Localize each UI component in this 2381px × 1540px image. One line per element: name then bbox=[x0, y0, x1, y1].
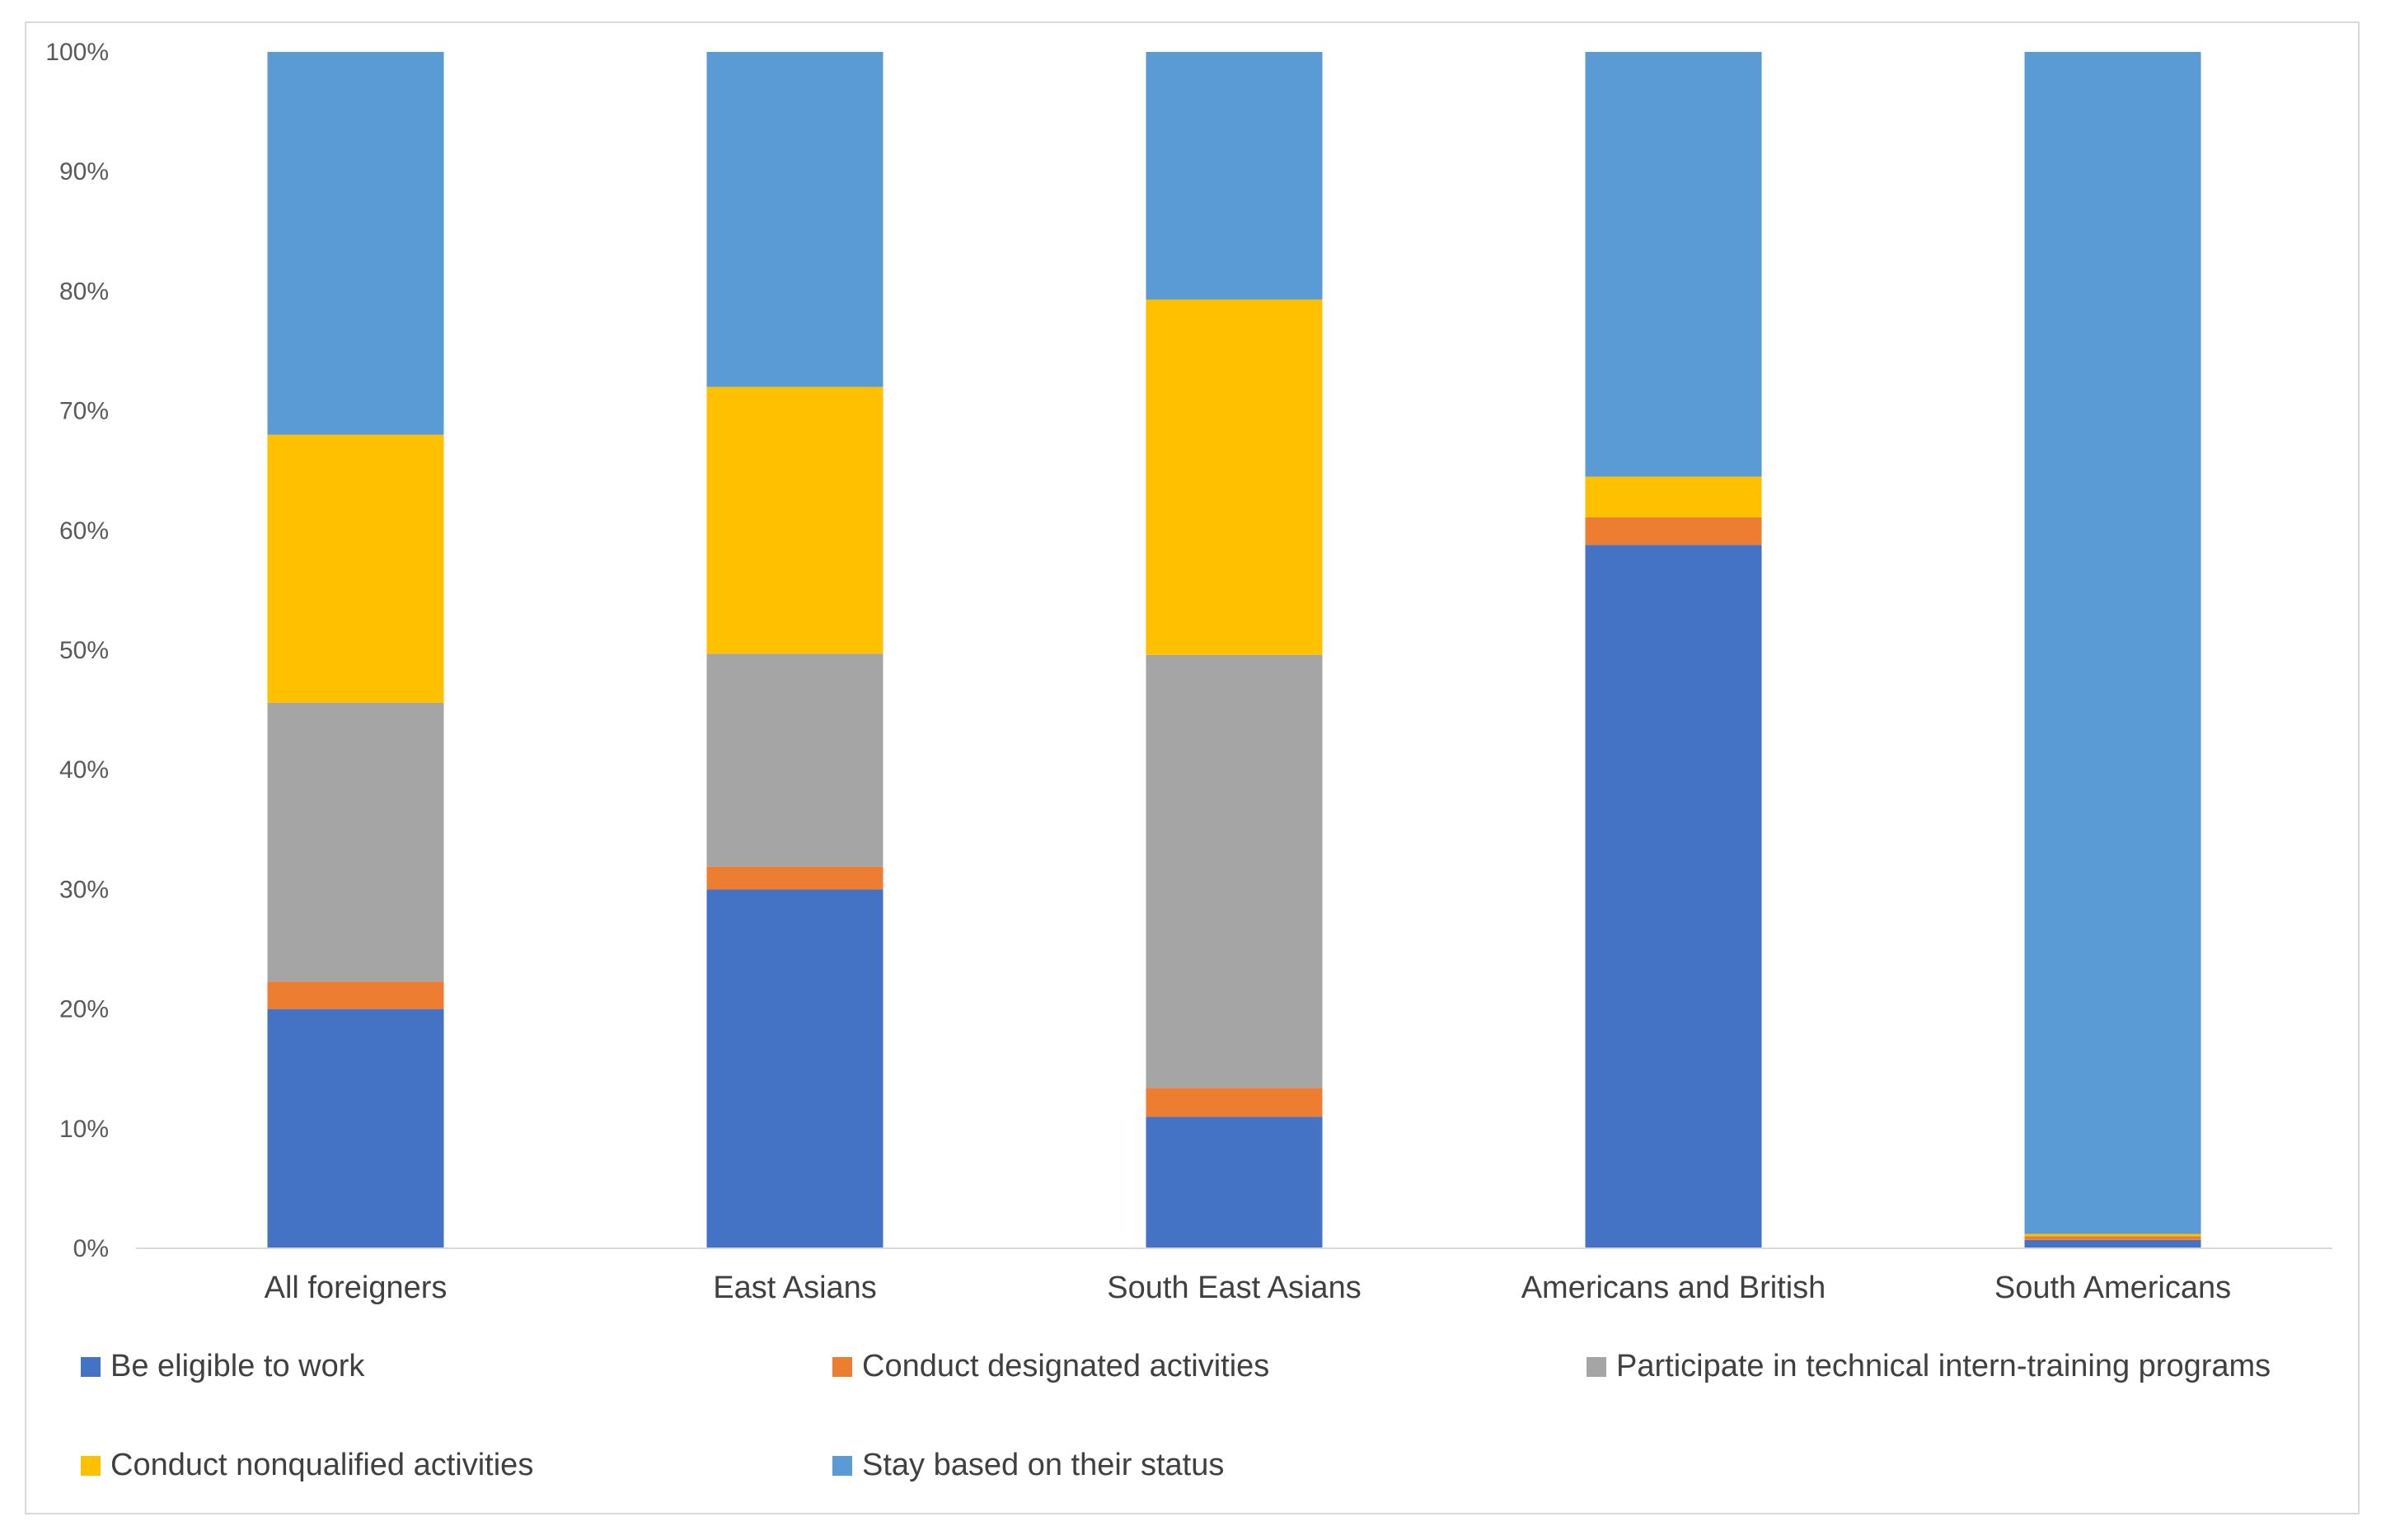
y-tick-label: 0% bbox=[73, 1235, 109, 1262]
x-axis: All foreigners East Asians South East Asia… bbox=[265, 1271, 2232, 1305]
bar-segment bbox=[267, 1009, 444, 1248]
y-tick-label: 100% bbox=[45, 39, 109, 66]
bar-segment bbox=[267, 434, 444, 703]
bar-segment bbox=[706, 386, 884, 654]
bar-segment bbox=[1585, 52, 1762, 477]
bar-segment bbox=[1585, 517, 1762, 545]
bar-segment bbox=[706, 889, 884, 1248]
bar-segment bbox=[1585, 476, 1762, 517]
y-tick-label: 70% bbox=[59, 398, 109, 425]
bar-segment bbox=[1585, 545, 1762, 1248]
y-tick-label: 10% bbox=[59, 1116, 109, 1143]
y-tick-label: 30% bbox=[59, 876, 109, 903]
bar-segment bbox=[2024, 1233, 2201, 1237]
bar-segment bbox=[1146, 299, 1323, 655]
bar-segment bbox=[2024, 1239, 2201, 1248]
y-tick-label: 20% bbox=[59, 996, 109, 1023]
bar-segment bbox=[1146, 52, 1323, 300]
bar-segment bbox=[1146, 1088, 1323, 1117]
x-tick-label: All foreigners bbox=[265, 1271, 448, 1305]
x-tick-label: East Asians bbox=[713, 1271, 877, 1305]
y-tick-label: 80% bbox=[59, 278, 109, 305]
bar-segment bbox=[2024, 52, 2201, 1234]
bars bbox=[267, 52, 2201, 1248]
bar-segment bbox=[267, 702, 444, 982]
chart-frame bbox=[25, 21, 2360, 1514]
y-tick-label: 40% bbox=[59, 756, 109, 784]
y-tick-label: 50% bbox=[59, 637, 109, 664]
bar-segment bbox=[267, 981, 444, 1009]
bar-segment bbox=[706, 52, 884, 387]
bar-segment bbox=[706, 866, 884, 890]
bar-segment bbox=[2024, 1236, 2201, 1240]
y-axis: 0% 10% 20% 30% 40% 50% 60% 70% 80% 90% 100% bbox=[45, 39, 109, 1262]
bar-segment bbox=[706, 653, 884, 867]
x-tick-label: South East Asians bbox=[1107, 1271, 1361, 1305]
bar-segment bbox=[267, 52, 444, 435]
bar-segment bbox=[1146, 1116, 1323, 1248]
y-tick-label: 90% bbox=[59, 158, 109, 185]
bar-segment bbox=[1146, 654, 1323, 1088]
y-tick-label: 60% bbox=[59, 517, 109, 545]
x-tick-label: South Americans bbox=[1994, 1271, 2231, 1305]
x-tick-label: Americans and British bbox=[1521, 1271, 1826, 1305]
